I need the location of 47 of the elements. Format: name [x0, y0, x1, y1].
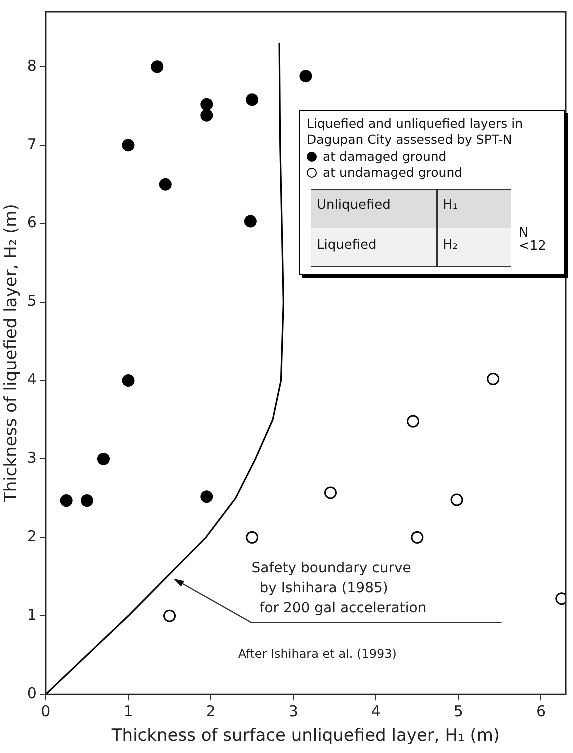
- point: [60, 494, 73, 508]
- point: [200, 98, 214, 111]
- x-tick-label: 1: [124, 702, 134, 720]
- point: [164, 610, 176, 622]
- x-tick-label: 4: [371, 702, 381, 720]
- point: [324, 486, 337, 500]
- point: [80, 494, 94, 508]
- point: [246, 94, 259, 106]
- y-tick-label: 5: [27, 292, 37, 310]
- y-tick-label: 4: [27, 370, 37, 389]
- y-tick-label: 0: [27, 684, 37, 702]
- point: [244, 215, 257, 228]
- point: [122, 139, 135, 152]
- annotation: H₂: [443, 238, 458, 252]
- annotation: Liquefied: [317, 238, 377, 252]
- y-tick-label: 3: [27, 449, 37, 468]
- point: [450, 494, 464, 506]
- y-tick-label: 2: [27, 528, 37, 546]
- point: [200, 109, 214, 122]
- y-tick-label: 6: [27, 214, 37, 232]
- annotation: Unliquefied: [317, 198, 391, 212]
- x-tick-label: 3: [288, 702, 298, 720]
- point: [300, 70, 312, 83]
- y-tick-label: 7: [27, 135, 37, 154]
- x-tick-label: 5: [454, 702, 464, 720]
- point: [159, 178, 172, 191]
- legend-label: at undamaged ground: [323, 164, 463, 180]
- legend-label: at damaged ground: [323, 149, 447, 165]
- y-tick-label: 8: [27, 56, 37, 75]
- annotation: H₁: [443, 198, 458, 212]
- y-tick-label: 1: [27, 606, 37, 624]
- x-tick-label: 6: [536, 702, 546, 720]
- annotation: N <12: [519, 226, 546, 254]
- y-axis-title: Thickness of liquefied layer, H₂ (m): [2, 204, 22, 504]
- point: [246, 531, 259, 544]
- point: [200, 490, 214, 504]
- annotation: After Ishihara et al. (1993): [238, 647, 397, 662]
- point: [122, 374, 135, 388]
- x-tick-label: 2: [206, 702, 216, 720]
- x-tick-label: 0: [41, 702, 51, 720]
- annotation: Safety boundary curve by Ishihara (1985) for 200 gal acceleration: [252, 560, 427, 617]
- point: [407, 415, 420, 428]
- point: [487, 372, 500, 386]
- point: [151, 60, 164, 74]
- point: [97, 452, 110, 466]
- point: [411, 531, 424, 544]
- x-axis-title: Thickness of surface unliquefied layer, H₁ (m): [110, 726, 500, 746]
